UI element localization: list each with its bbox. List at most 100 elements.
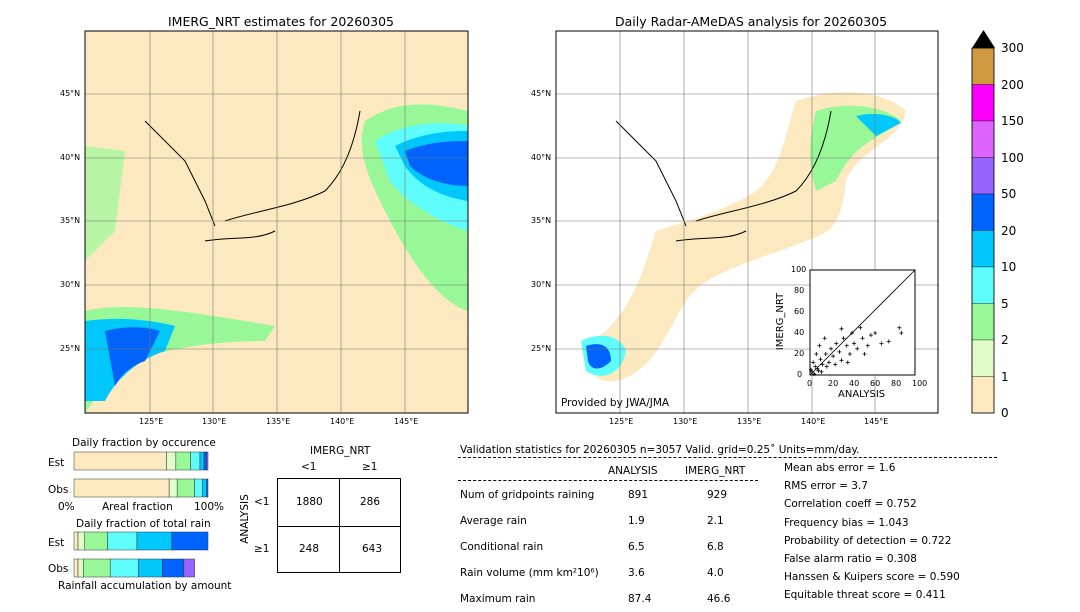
occurrence-obs-label: Obs (48, 484, 69, 496)
scatter-y-tick: 40 (794, 328, 805, 337)
stats-col-imerg: IMERG_NRT (685, 465, 746, 477)
total-rain-xlabel: Rainfall accumulation by amount (58, 580, 232, 592)
contingency-table (277, 478, 401, 573)
lon-tick-label: 125°E (609, 417, 634, 426)
fraction-segment (190, 451, 201, 471)
lat-tick-label: 25°N (60, 344, 81, 353)
lat-tick-label: 40°N (531, 153, 552, 162)
score-line: Probability of detection = 0.722 (784, 534, 952, 547)
fraction-segment (175, 451, 191, 471)
fraction-segment (77, 558, 84, 578)
fraction-segment (199, 451, 205, 471)
scatter-point (839, 358, 844, 363)
scatter-point (873, 331, 878, 335)
scatter-ylabel: IMERG_NRT (775, 292, 787, 351)
scatter-point (841, 336, 846, 341)
scatter-point (837, 349, 842, 354)
fraction-segment (162, 558, 185, 578)
scatter-point (844, 343, 849, 348)
scatter-point (868, 333, 873, 338)
radar-map (555, 30, 939, 414)
colorbar-band (971, 193, 995, 231)
scatter-point (813, 364, 818, 369)
imerg-map (84, 30, 469, 414)
lat-tick-label: 35°N (531, 216, 552, 225)
scatter-point (845, 360, 850, 365)
scatter-inset (809, 269, 916, 376)
cell-hits: 643 (362, 543, 383, 555)
stats-imerg-value: 929 (707, 489, 728, 501)
stats-col-analysis: ANALYSIS (608, 465, 658, 477)
scatter-point (852, 341, 857, 346)
scatter-point (815, 366, 820, 371)
stats-analysis-value: 6.5 (628, 541, 645, 553)
stats-analysis-value: 87.4 (628, 593, 652, 605)
col-label-ge1: ≥1 (362, 461, 378, 473)
scatter-point (823, 352, 828, 356)
total-rain-bars (73, 531, 209, 578)
scatter-point (811, 360, 816, 365)
fraction-segment (73, 451, 167, 471)
lon-tick-label: 130°E (673, 417, 698, 426)
scatter-point (834, 341, 839, 346)
stats-row-label: Conditional rain (460, 541, 544, 553)
fraction-segment (171, 531, 209, 551)
one-to-one-line (809, 269, 916, 376)
fraction-segment (77, 531, 85, 551)
scatter-point (816, 368, 821, 373)
colorbar-label: 300 (1001, 41, 1024, 55)
lat-tick-label: 35°N (60, 216, 81, 225)
left-map-title: IMERG_NRT estimates for 20260305 (168, 14, 395, 29)
score-line: False alarm ratio = 0.308 (784, 553, 917, 565)
stats-analysis-value: 891 (628, 489, 649, 501)
colorbar-label: 1 (1001, 369, 1009, 384)
stats-imerg-value: 6.8 (707, 541, 724, 553)
scatter-y-tick: 100 (791, 265, 807, 274)
occurrence-est-label: Est (48, 457, 65, 469)
scatter-point (833, 362, 838, 367)
fraction-segment (202, 478, 207, 498)
col-label-lt1: <1 (301, 461, 317, 473)
row-label-lt1: <1 (254, 496, 270, 508)
stats-header: Validation statistics for 20260305 n=305… (460, 444, 860, 456)
right-map-title: Daily Radar-AMeDAS analysis for 20260305 (615, 14, 888, 29)
fraction-segment (176, 478, 195, 498)
stats-analysis-value: 3.6 (628, 567, 645, 579)
score-line: Frequency bias = 1.043 (784, 516, 909, 529)
occurrence-bars (73, 451, 209, 498)
scatter-xlabel: ANALYSIS (838, 389, 886, 400)
colorbar-label: 50 (1001, 187, 1017, 201)
lon-tick-label: 140°E (801, 417, 826, 426)
row-label-ge1: ≥1 (254, 543, 270, 555)
scatter-point (812, 371, 817, 376)
scatter-point (831, 354, 836, 359)
stats-row-label: Num of gridpoints raining (460, 489, 595, 501)
colorbar-label: 10 (1001, 260, 1017, 274)
contingency-row-title: ANALYSIS (238, 494, 251, 544)
stats-imerg-value: 46.6 (707, 593, 731, 605)
scatter-point (855, 346, 860, 351)
fraction-segment (168, 478, 178, 498)
colorbar-label: 0 (1001, 406, 1009, 420)
colorbar-band (971, 157, 995, 195)
scatter-point (899, 331, 904, 335)
colorbar-label: 100 (1001, 150, 1024, 165)
fraction-segment (166, 451, 177, 471)
colorbar-band (971, 120, 995, 158)
lon-tick-label: 130°E (202, 417, 227, 426)
occurrence-xmin: 0% (58, 501, 75, 513)
scatter-point (824, 364, 829, 369)
scatter-point (897, 325, 902, 330)
scatter-point (809, 367, 814, 372)
colorbar-label: 150 (1001, 114, 1024, 128)
lat-tick-label: 25°N (531, 344, 552, 353)
lat-tick-label: 30°N (531, 280, 552, 289)
scatter-point (879, 341, 884, 346)
contingency-col-title: IMERG_NRT (310, 445, 371, 457)
scatter-point (858, 325, 863, 330)
scatter-y-tick: 60 (794, 307, 805, 316)
scatter-point (814, 352, 819, 356)
scatter-point (862, 352, 867, 356)
fraction-segment (84, 531, 108, 551)
fraction-segment (83, 558, 111, 578)
